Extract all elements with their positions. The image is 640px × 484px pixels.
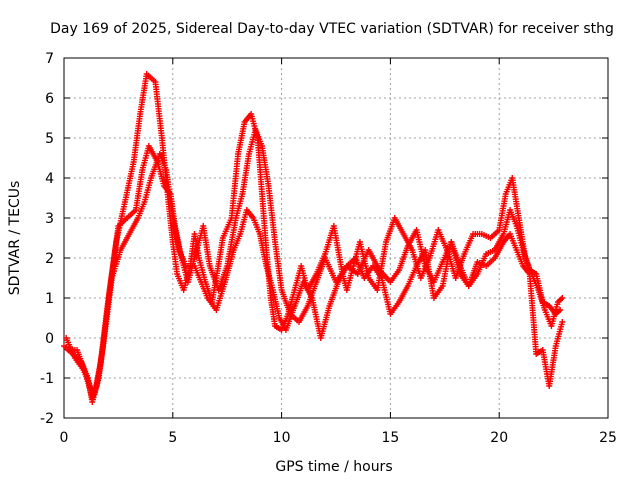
y-tick-label: 5	[45, 131, 54, 147]
axis-ticks: -2 -1 0 1 2 3 4 5 6 7 0 5 10 15 20 25	[40, 51, 617, 446]
data-series	[61, 71, 566, 405]
y-tick-label: 6	[45, 91, 54, 107]
y-axis-label: SDTVAR / TECUs	[7, 181, 23, 296]
y-tick-label: 2	[45, 251, 54, 267]
y-tick-label: -1	[40, 371, 54, 387]
y-tick-label: 3	[45, 211, 54, 227]
series-sat-track-c	[65, 151, 566, 401]
plot-frame	[63, 57, 609, 419]
x-tick-label: 0	[60, 430, 69, 446]
data-point-marker	[559, 295, 566, 301]
data-point-marker	[559, 319, 566, 325]
x-tick-label: 10	[273, 430, 291, 446]
y-tick-label: -2	[40, 411, 54, 427]
x-tick-label: 15	[381, 430, 399, 446]
y-tick-label: 1	[45, 291, 54, 307]
x-tick-label: 5	[168, 430, 177, 446]
chart-title: Day 169 of 2025, Sidereal Day-to-day VTE…	[50, 21, 614, 37]
x-tick-label: 25	[599, 430, 617, 446]
y-tick-label: 4	[45, 171, 54, 187]
gridlines	[64, 58, 608, 418]
x-tick-label: 20	[490, 430, 508, 446]
x-axis-label: GPS time / hours	[275, 459, 392, 475]
series-sat-track-a	[61, 71, 566, 405]
y-tick-label: 7	[45, 51, 54, 67]
y-tick-label: 0	[45, 331, 54, 347]
data-point-marker	[557, 307, 564, 313]
